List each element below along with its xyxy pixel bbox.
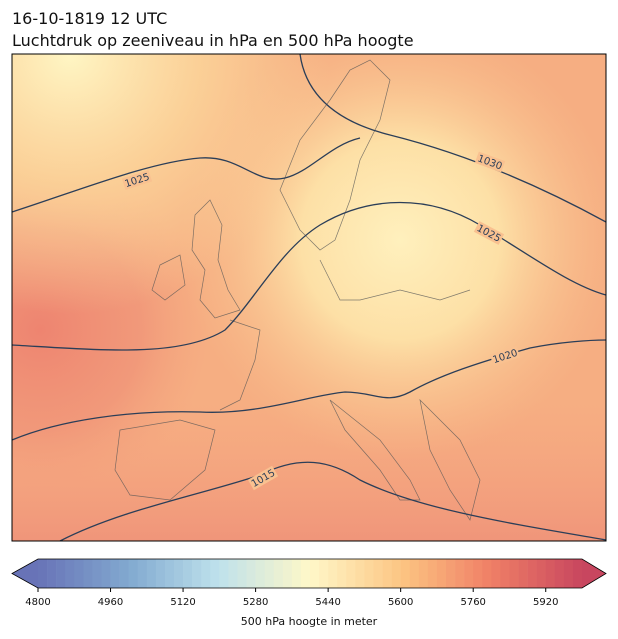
colorbar-band <box>536 559 547 588</box>
colorbar-band <box>373 559 383 588</box>
colorbar-tick-label: 5440 <box>315 597 340 608</box>
colorbar-tick-label: 5920 <box>533 597 558 608</box>
colorbar-band <box>83 559 93 588</box>
colorbar-outline <box>11 558 607 589</box>
colorbar-band <box>509 559 519 588</box>
subtitle: Luchtdruk op zeeniveau in hPa en 500 hPa… <box>12 31 414 50</box>
colorbar-tick-label: 5600 <box>388 597 413 608</box>
colorbar-band <box>92 559 102 588</box>
colorbar-band <box>119 559 129 588</box>
colorbar-band <box>219 559 229 588</box>
colorbar-band <box>364 559 374 588</box>
colorbar-band <box>137 559 148 588</box>
colorbar-band <box>38 559 48 588</box>
colorbar-band <box>346 559 356 588</box>
colorbar-band <box>291 559 302 588</box>
colorbar-band <box>500 559 510 588</box>
colorbar-band <box>409 559 420 588</box>
colorbar-band <box>382 559 392 588</box>
colorbar-band <box>518 559 528 588</box>
colorbar-tick-label: 5760 <box>460 597 485 608</box>
colorbar-band <box>455 559 465 588</box>
colorbar-band <box>65 559 75 588</box>
colorbar-band <box>527 559 537 588</box>
colorbar-band <box>174 559 184 588</box>
colorbar-band <box>473 559 483 588</box>
colorbar-band <box>563 559 574 588</box>
colorbar-extend-high <box>582 559 606 588</box>
colorbar-band <box>328 559 338 588</box>
colorbar-band <box>310 559 320 588</box>
colorbar-band <box>391 559 401 588</box>
colorbar-band <box>491 559 501 588</box>
map <box>12 54 606 541</box>
colorbar-band <box>255 559 265 588</box>
colorbar: 4800 4960 5120 5280 5440 5600 5760 5920 500 hPa … <box>11 558 607 628</box>
colorbar-band <box>47 559 57 588</box>
colorbar-tick-label: 4960 <box>98 597 123 608</box>
colorbar-extend-low <box>12 559 38 588</box>
colorbar-band <box>355 559 365 588</box>
isobar-label-bg <box>474 151 506 173</box>
colorbar-band <box>572 559 583 588</box>
colorbar-band <box>110 559 120 588</box>
colorbar-band <box>554 559 565 588</box>
colorbar-band <box>436 559 447 588</box>
colorbar-tick-label: 5280 <box>243 597 268 608</box>
title: 16-10-1819 12 UTC <box>12 9 167 28</box>
colorbar-band <box>210 559 220 588</box>
colorbar-band <box>246 559 256 588</box>
isobar-label-bg <box>473 221 505 245</box>
colorbar-band <box>319 559 329 588</box>
isobar-label-bg <box>247 465 279 491</box>
isobar-label-bg <box>121 169 153 191</box>
colorbar-band <box>337 559 347 588</box>
colorbar-tick-label: 4800 <box>25 597 50 608</box>
colorbar-band <box>427 559 438 588</box>
colorbar-band <box>282 559 293 588</box>
colorbar-band <box>300 559 311 588</box>
colorbar-band <box>228 559 238 588</box>
colorbar-band <box>164 559 175 588</box>
colorbar-band <box>74 559 84 588</box>
colorbar-band <box>464 559 474 588</box>
colorbar-band <box>128 559 139 588</box>
colorbar-band <box>482 559 492 588</box>
colorbar-band <box>101 559 111 588</box>
colorbar-band <box>545 559 556 588</box>
colorbar-band <box>201 559 211 588</box>
isobar-label-bg <box>489 345 521 367</box>
colorbar-band <box>418 559 429 588</box>
colorbar-tick-label: 5120 <box>170 597 195 608</box>
map-frame <box>11 53 607 542</box>
colorbar-band <box>237 559 247 588</box>
colorbar-band <box>264 559 275 588</box>
colorbar-band <box>146 559 157 588</box>
colorbar-band <box>192 559 202 588</box>
colorbar-band <box>400 559 411 588</box>
colorbar-band <box>183 559 193 588</box>
colorbar-band <box>56 559 66 588</box>
colorbar-band <box>446 559 456 588</box>
colorbar-band <box>155 559 166 588</box>
colorbar-band <box>273 559 284 588</box>
colorbar-label: 500 hPa hoogte in meter <box>241 615 378 628</box>
